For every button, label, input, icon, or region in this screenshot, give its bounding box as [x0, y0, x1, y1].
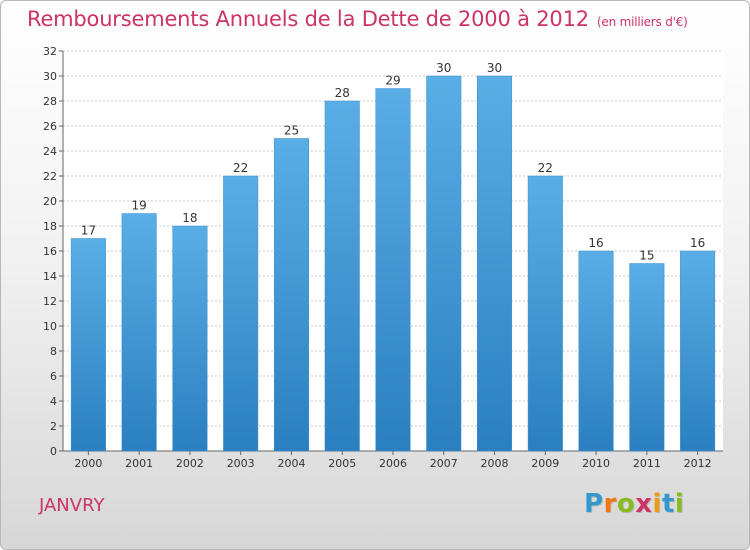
- y-tick-label: 10: [43, 320, 57, 333]
- x-tick-label: 2010: [582, 457, 610, 470]
- x-tick-label: 2004: [277, 457, 305, 470]
- y-tick-label: 20: [43, 195, 57, 208]
- bar-value-label: 16: [588, 236, 603, 250]
- proxiti-logo: Proxiti: [584, 489, 684, 519]
- y-tick-label: 26: [43, 120, 57, 133]
- bar: [680, 250, 716, 452]
- y-tick-label: 0: [50, 445, 57, 458]
- x-tick-label: 2011: [633, 457, 661, 470]
- bar-value-label: 16: [690, 236, 705, 250]
- logo-letter: P: [584, 489, 604, 519]
- chart-unit: (en milliers d'€): [596, 15, 688, 29]
- bar-value-label: 29: [385, 74, 400, 88]
- x-tick-label: 2002: [176, 457, 204, 470]
- bar: [426, 75, 462, 452]
- x-tick-label: 2012: [684, 457, 712, 470]
- bar: [324, 100, 360, 452]
- commune-name: JANVRY: [39, 495, 105, 516]
- bar-value-label: 19: [132, 199, 147, 213]
- bar-value-label: 17: [81, 224, 96, 238]
- y-tick-label: 30: [43, 70, 57, 83]
- y-tick-label: 18: [43, 220, 57, 233]
- chart-title: Remboursements Annuels de la Dette de 20…: [27, 7, 688, 31]
- x-tick-label: 2009: [531, 457, 559, 470]
- x-tick-label: 2007: [430, 457, 458, 470]
- logo-letter: t: [661, 489, 675, 519]
- y-tick-label: 24: [43, 145, 57, 158]
- y-tick-label: 8: [50, 345, 57, 358]
- bar: [172, 225, 208, 452]
- y-tick-label: 16: [43, 245, 57, 258]
- bar: [477, 75, 513, 452]
- bar-value-label: 22: [538, 161, 553, 175]
- bar-value-label: 28: [335, 86, 350, 100]
- bar: [70, 238, 106, 452]
- y-tick-label: 28: [43, 95, 57, 108]
- x-tick-label: 2006: [379, 457, 407, 470]
- bar: [273, 138, 309, 452]
- bar-value-label: 22: [233, 161, 248, 175]
- x-tick-label: 2008: [481, 457, 509, 470]
- bar-value-label: 18: [182, 211, 197, 225]
- logo-letter: i: [674, 489, 685, 519]
- logo-letter: r: [603, 489, 617, 519]
- bar: [223, 175, 259, 452]
- y-tick-label: 14: [43, 270, 57, 283]
- bar-value-label: 15: [639, 249, 654, 263]
- y-tick-label: 12: [43, 295, 57, 308]
- bar: [527, 175, 563, 452]
- bar-value-label: 30: [436, 61, 451, 75]
- y-tick-label: 4: [50, 395, 57, 408]
- chart-title-text: Remboursements Annuels de la Dette de 20…: [27, 7, 589, 31]
- bar: [375, 88, 411, 452]
- logo-letter: i: [652, 489, 662, 519]
- logo-letter: x: [635, 489, 653, 519]
- x-tick-label: 2003: [227, 457, 255, 470]
- logo-letter: o: [616, 489, 636, 519]
- x-tick-label: 2001: [125, 457, 153, 470]
- y-tick-label: 22: [43, 170, 57, 183]
- y-tick-label: 32: [43, 45, 57, 58]
- bar: [629, 263, 665, 452]
- y-tick-label: 2: [50, 420, 57, 433]
- bar-value-label: 25: [284, 124, 299, 138]
- x-tick-label: 2005: [328, 457, 356, 470]
- bar: [121, 213, 157, 452]
- bar-value-label: 30: [487, 61, 502, 75]
- bar: [578, 250, 614, 452]
- y-tick-label: 6: [50, 370, 57, 383]
- x-tick-label: 2000: [74, 457, 102, 470]
